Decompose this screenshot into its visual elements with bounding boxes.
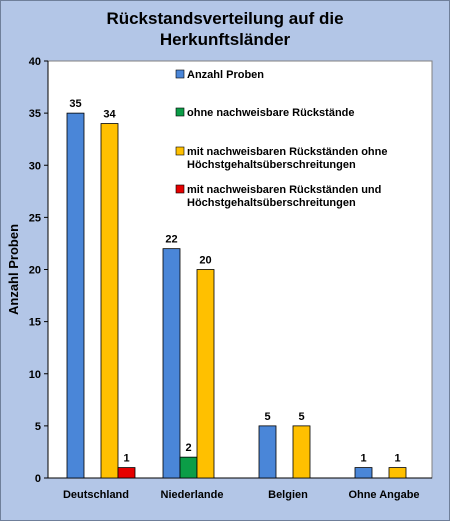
y-tick-label: 35 bbox=[29, 108, 41, 120]
data-label: 5 bbox=[264, 411, 270, 423]
legend-swatch bbox=[175, 184, 185, 194]
y-tick-label: 20 bbox=[29, 265, 41, 277]
legend-swatch bbox=[175, 107, 185, 117]
bar-deutschland-series-2 bbox=[100, 123, 119, 479]
data-label: 35 bbox=[69, 98, 81, 110]
bar-niederlande-series-2 bbox=[196, 269, 215, 479]
legend-label: mit nachweisbaren Rückständen und bbox=[187, 184, 381, 196]
y-tick-label: 40 bbox=[29, 56, 41, 68]
y-tick-label: 25 bbox=[29, 212, 41, 224]
y-tick-label: 10 bbox=[29, 369, 41, 381]
y-axis-label: Anzahl Proben bbox=[6, 224, 21, 315]
y-tick-label: 30 bbox=[29, 160, 41, 172]
legend-label: mit nachweisbaren Rückständen ohne bbox=[187, 146, 388, 158]
data-label: 34 bbox=[103, 109, 116, 121]
bar-niederlande-series-1 bbox=[179, 456, 198, 479]
legend-swatch bbox=[175, 146, 185, 156]
y-tick-label: 5 bbox=[35, 421, 41, 433]
data-label: 22 bbox=[165, 234, 177, 246]
chart-title-line-1: Rückstandsverteilung auf die bbox=[106, 9, 344, 28]
y-tick-label: 15 bbox=[29, 317, 41, 329]
chart-title: Rückstandsverteilung auf die Herkunftslä… bbox=[0, 8, 450, 50]
chart-title-line-2: Herkunftsländer bbox=[159, 30, 291, 49]
bar-deutschland-series-3 bbox=[117, 467, 136, 479]
data-label: 1 bbox=[360, 453, 366, 465]
bar-belgien-series-2 bbox=[292, 425, 311, 479]
legend-label: ohne nachweisbare Rückstände bbox=[187, 107, 355, 119]
x-tick-label: Belgien bbox=[268, 489, 308, 501]
bar-niederlande-series-0 bbox=[162, 248, 181, 479]
data-label: 1 bbox=[394, 453, 400, 465]
legend-label: Anzahl Proben bbox=[187, 69, 264, 81]
data-label: 2 bbox=[185, 442, 191, 454]
bar-ohne-angabe-series-0 bbox=[354, 467, 373, 479]
bar-deutschland-series-0 bbox=[66, 112, 85, 479]
y-tick-label: 0 bbox=[35, 473, 41, 485]
bar-ohne-angabe-series-2 bbox=[388, 467, 407, 479]
legend-label: Höchstgehaltsüberschreitungen bbox=[187, 197, 356, 209]
data-label: 20 bbox=[199, 255, 211, 267]
data-label: 5 bbox=[298, 411, 304, 423]
legend-swatch bbox=[175, 69, 185, 79]
legend-label: Höchstgehaltsüberschreitungen bbox=[187, 159, 356, 171]
bar-belgien-series-0 bbox=[258, 425, 277, 479]
x-tick-label: Niederlande bbox=[161, 489, 224, 501]
x-tick-label: Ohne Angabe bbox=[348, 489, 419, 501]
data-label: 1 bbox=[123, 453, 129, 465]
x-tick-label: Deutschland bbox=[63, 489, 129, 501]
